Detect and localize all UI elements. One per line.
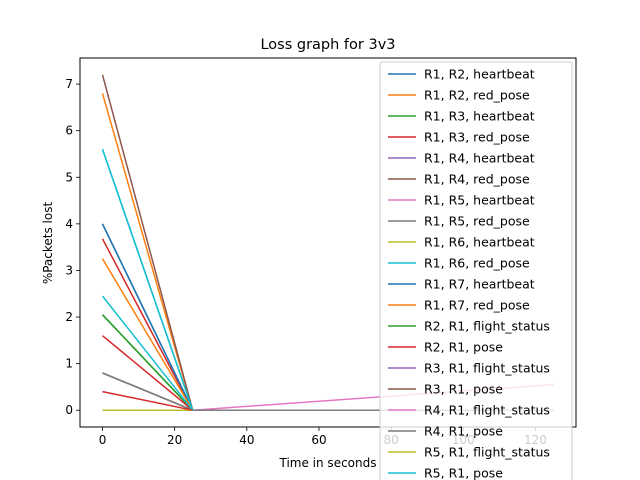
series-line-4 xyxy=(101,238,194,411)
legend-label: R1, R3, red_pose xyxy=(424,130,530,145)
series-line-11 xyxy=(101,223,194,411)
y-tick-label: 1 xyxy=(65,357,73,371)
legend-label: R1, R5, red_pose xyxy=(424,214,530,229)
legend-label: R2, R1, flight_status xyxy=(424,319,550,334)
chart-title: Loss graph for 3v3 xyxy=(260,37,395,53)
legend-label: R1, R3, heartbeat xyxy=(424,109,535,124)
series-line-6 xyxy=(101,74,194,411)
legend-label: R5, R1, pose xyxy=(424,466,503,480)
legend-label: R4, R1, flight_status xyxy=(424,403,550,418)
legend-label: R1, R6, heartbeat xyxy=(424,235,535,250)
y-tick-label: 2 xyxy=(65,310,73,324)
chart-legend: R1, R2, heartbeat R1, R2, red_pose R1, R3,… xyxy=(379,61,573,480)
y-tick-label: 3 xyxy=(65,263,73,277)
y-axis-ticks: 0 1 2 3 4 5 6 7 xyxy=(65,77,80,417)
legend-label: R1, R6, red_pose xyxy=(424,256,530,271)
series-line-2 xyxy=(101,93,194,411)
legend-label: R1, R7, red_pose xyxy=(424,298,530,313)
legend-label: R2, R1, pose xyxy=(424,340,503,355)
series-line-21 xyxy=(102,390,193,411)
axes-frame xyxy=(79,57,577,428)
x-tick-label: 40 xyxy=(239,433,254,447)
y-tick-label: 6 xyxy=(65,124,73,138)
legend-box xyxy=(379,61,573,480)
x-tick-label: 20 xyxy=(167,433,182,447)
x-tick-label: 0 xyxy=(99,433,107,447)
y-tick-label: 5 xyxy=(65,170,73,184)
y-axis-label: %Packets lost xyxy=(41,202,55,285)
y-tick-label: 7 xyxy=(65,77,73,91)
legend-label: R3, R1, pose xyxy=(424,382,503,397)
series-line-18 xyxy=(102,372,193,411)
legend-label: R5, R1, flight_status xyxy=(424,445,550,460)
legend-label: R1, R7, heartbeat xyxy=(424,277,535,292)
legend-label: R4, R1, pose xyxy=(424,424,503,439)
series-line-20 xyxy=(101,295,194,411)
legend-label: R3, R1, flight_status xyxy=(424,361,550,376)
legend-label: R1, R4, heartbeat xyxy=(424,151,535,166)
legend-label: R1, R2, heartbeat xyxy=(424,67,535,82)
series-line-12 xyxy=(101,258,194,411)
y-tick-label: 0 xyxy=(65,403,73,417)
y-tick-label: 4 xyxy=(65,217,73,231)
series-line-14 xyxy=(102,335,194,411)
series-line-13 xyxy=(101,314,194,411)
legend-label: R1, R5, heartbeat xyxy=(424,193,535,208)
x-tick-label: 60 xyxy=(311,433,326,447)
x-axis-label: Time in seconds xyxy=(279,456,377,470)
legend-label: R1, R2, red_pose xyxy=(424,88,530,103)
legend-label: R1, R4, red_pose xyxy=(424,172,530,187)
series-line-22 xyxy=(101,149,194,411)
